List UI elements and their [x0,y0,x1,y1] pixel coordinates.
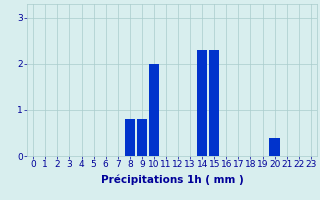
Bar [124,119,135,156]
Bar [197,50,207,156]
Bar [209,50,220,156]
Bar [269,138,280,156]
X-axis label: Précipitations 1h ( mm ): Précipitations 1h ( mm ) [100,175,244,185]
Bar [149,64,159,156]
Bar [137,119,147,156]
